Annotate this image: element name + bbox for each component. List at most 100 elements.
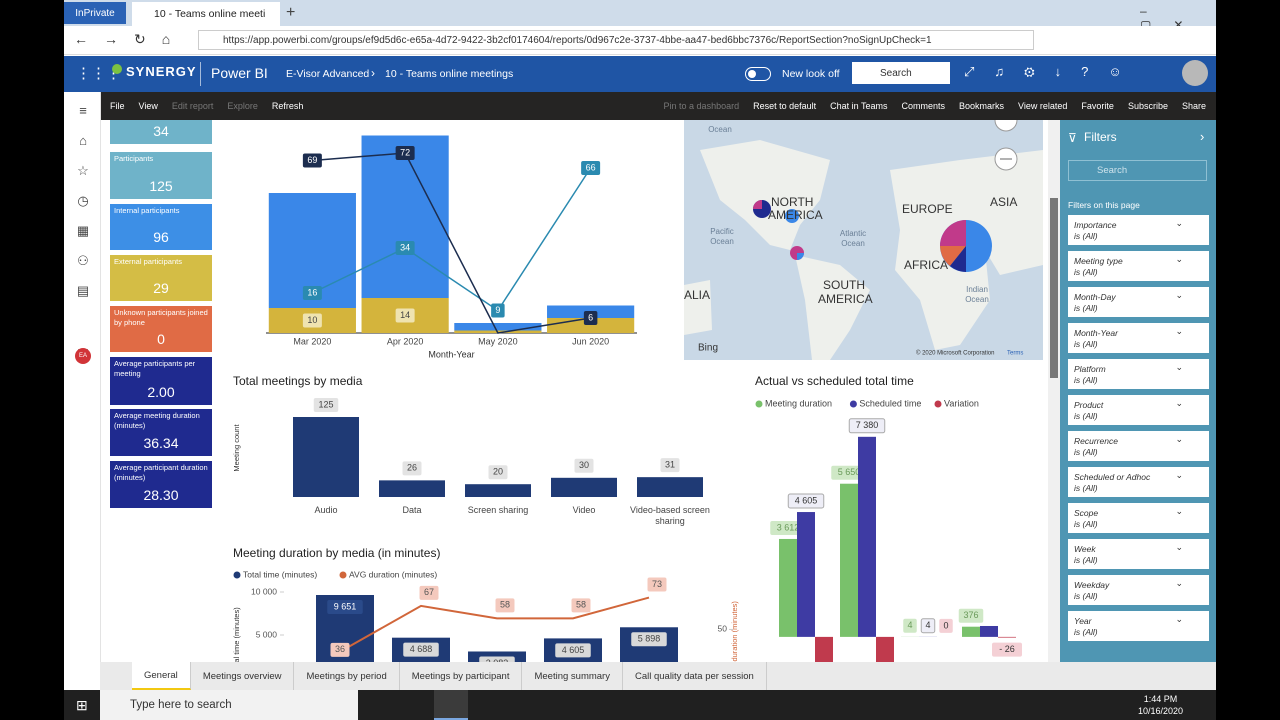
scrollbar[interactable] [1048,120,1060,662]
filter-chevron: ⌄ [1175,398,1183,408]
start-button[interactable]: ⊞ [76,697,88,713]
nav-buttons[interactable]: ←→↻⌂ [74,31,187,47]
page-tab[interactable]: Meetings by participant [400,662,523,690]
filter-card[interactable]: Importance is (All) ⌄ [1068,215,1209,245]
filter-card[interactable]: Year is (All) ⌄ [1068,611,1209,641]
x-label-wrap: Video [573,505,596,515]
app-launcher[interactable]: ⋮⋮⋮ [76,65,121,82]
page-tab[interactable]: Call quality data per session [623,662,767,690]
divider [200,62,201,86]
filter-card[interactable]: Scheduled or Adhoc is (All) ⌄ [1068,467,1209,497]
toolbar-item[interactable]: Pin to a dashboard [663,101,740,111]
filter-card[interactable]: Month-Year is (All) ⌄ [1068,323,1209,353]
user-badge[interactable]: EA [75,348,91,364]
inprivate-badge[interactable]: InPrivate [64,2,126,24]
filter-card[interactable]: Meeting type is (All) ⌄ [1068,251,1209,281]
report-canvas: NORTH AMERICA EUROPE ASIA AFRICA SOUTH A… [100,120,1048,662]
toolbar-item[interactable]: Comments [901,101,946,111]
toolbar-item[interactable]: Chat in Teams [830,101,888,111]
filter-search[interactable]: Search [1068,160,1207,181]
page-tab[interactable]: Meeting summary [522,662,623,690]
toolbar-item[interactable]: Subscribe [1127,101,1168,111]
toolbar-item[interactable]: Refresh [271,101,304,111]
data-label: 16 [307,287,317,297]
filter-chevron: ⌄ [1175,326,1183,336]
filter-chevron: ⌄ [1175,290,1183,300]
filter-card[interactable]: Month-Day is (All) ⌄ [1068,287,1209,317]
filter-card[interactable]: Weekday is (All) ⌄ [1068,575,1209,605]
profile[interactable] [1182,60,1208,86]
data-label: 10 [307,315,317,325]
toolbar-item[interactable]: Bookmarks [959,101,1005,111]
kpi-card: Participants 125 [110,152,212,199]
toolbar-item[interactable]: Reset to default [753,101,817,111]
page-tab[interactable]: General [132,662,191,690]
data-label-bg [395,241,415,255]
header-icons[interactable]: ⤢♫⚙↓?☺ [964,64,1142,79]
bar [465,484,531,497]
filter-card[interactable]: Scope is (All) ⌄ [1068,503,1209,533]
scroll-thumb[interactable] [1050,198,1058,378]
filter-icon: ⊽ [1068,131,1077,145]
clock: 1:44 PM 10/16/2020 [1138,693,1183,717]
search-box[interactable]: Search [852,62,950,84]
page-tabs: General Meetings overview Meetings by peri… [100,662,1216,690]
y-tick-label: 5 000 [256,629,278,639]
legend-marker [755,400,763,408]
filter-card[interactable]: Platform is (All) ⌄ [1068,359,1209,389]
taskbar-search[interactable]: Type here to search [100,690,358,720]
page-tab[interactable]: Meetings by period [294,662,400,690]
filter-card[interactable]: Week is (All) ⌄ [1068,539,1209,569]
toolbar-item[interactable]: Explore [227,101,258,111]
kpi-value: 29 [153,280,169,296]
toolbar-item[interactable]: Favorite [1081,101,1114,111]
toolbar-item[interactable]: View related [1018,101,1068,111]
data-label: 72 [400,147,410,157]
data-label-bg [555,643,591,658]
url-field[interactable]: https://app.powerbi.com/groups/ef9d5d6c-… [198,30,1034,50]
visual-layer: NORTH AMERICA EUROPE ASIA AFRICA SOUTH A… [232,120,1043,662]
data-label: 9 651 [334,601,357,611]
new-tab[interactable]: + [286,4,296,21]
edge-app[interactable] [434,690,468,720]
data-label: 376 [963,610,978,620]
map-label: AFRICA [904,258,948,272]
page-tab[interactable]: Meetings overview [191,662,295,690]
map-label: ASIA [990,195,1017,209]
toolbar-item[interactable]: File [110,101,125,111]
data-label-bg [327,600,363,615]
data-label-bg [402,461,422,476]
toggle[interactable] [745,67,771,81]
y2-axis-label: AVG duration (minutes) [730,601,739,662]
kpi-card: Average meeting duration (minutes) 36.34 [110,409,212,456]
line [312,152,591,334]
kpi-label: Participants [114,154,154,163]
product: Power BI [211,65,268,81]
map-copyright: © 2020 Microsoft Corporation [916,350,994,357]
x-tick-label: Data [402,505,422,515]
filter-chevron: ⌄ [1175,434,1183,444]
filter-card[interactable]: Product is (All) ⌄ [1068,395,1209,425]
filter-name: Year [1074,616,1092,626]
map-terms[interactable]: Terms [1007,351,1023,357]
toolbar-item[interactable]: View [138,101,158,111]
workspace[interactable]: E-Visor Advanced [286,68,370,80]
zoom-in[interactable] [994,120,1018,132]
legend-marker [233,571,241,579]
data-label: 4 [907,620,912,630]
filters-title: Filters [1084,130,1117,144]
bar [361,135,449,298]
filter-card[interactable]: Recurrence is (All) ⌄ [1068,431,1209,461]
bar [980,625,998,637]
brand: SYNERGY [126,64,197,79]
toolbar-item[interactable]: Share [1181,101,1206,111]
data-label: 58 [576,600,586,610]
data-label: 4 605 [795,495,818,505]
rail-icons[interactable]: ≡⌂☆◷▦⚇▤▭ [76,103,90,358]
browser-tab[interactable]: 10 - Teams online meeti [132,2,280,26]
app-header [64,56,1216,92]
data-label-bg [660,458,680,473]
collapse[interactable]: › [1200,129,1205,144]
filter-name: Scheduled or Adhoc [1074,472,1151,482]
toolbar-item[interactable]: Edit report [171,101,214,111]
